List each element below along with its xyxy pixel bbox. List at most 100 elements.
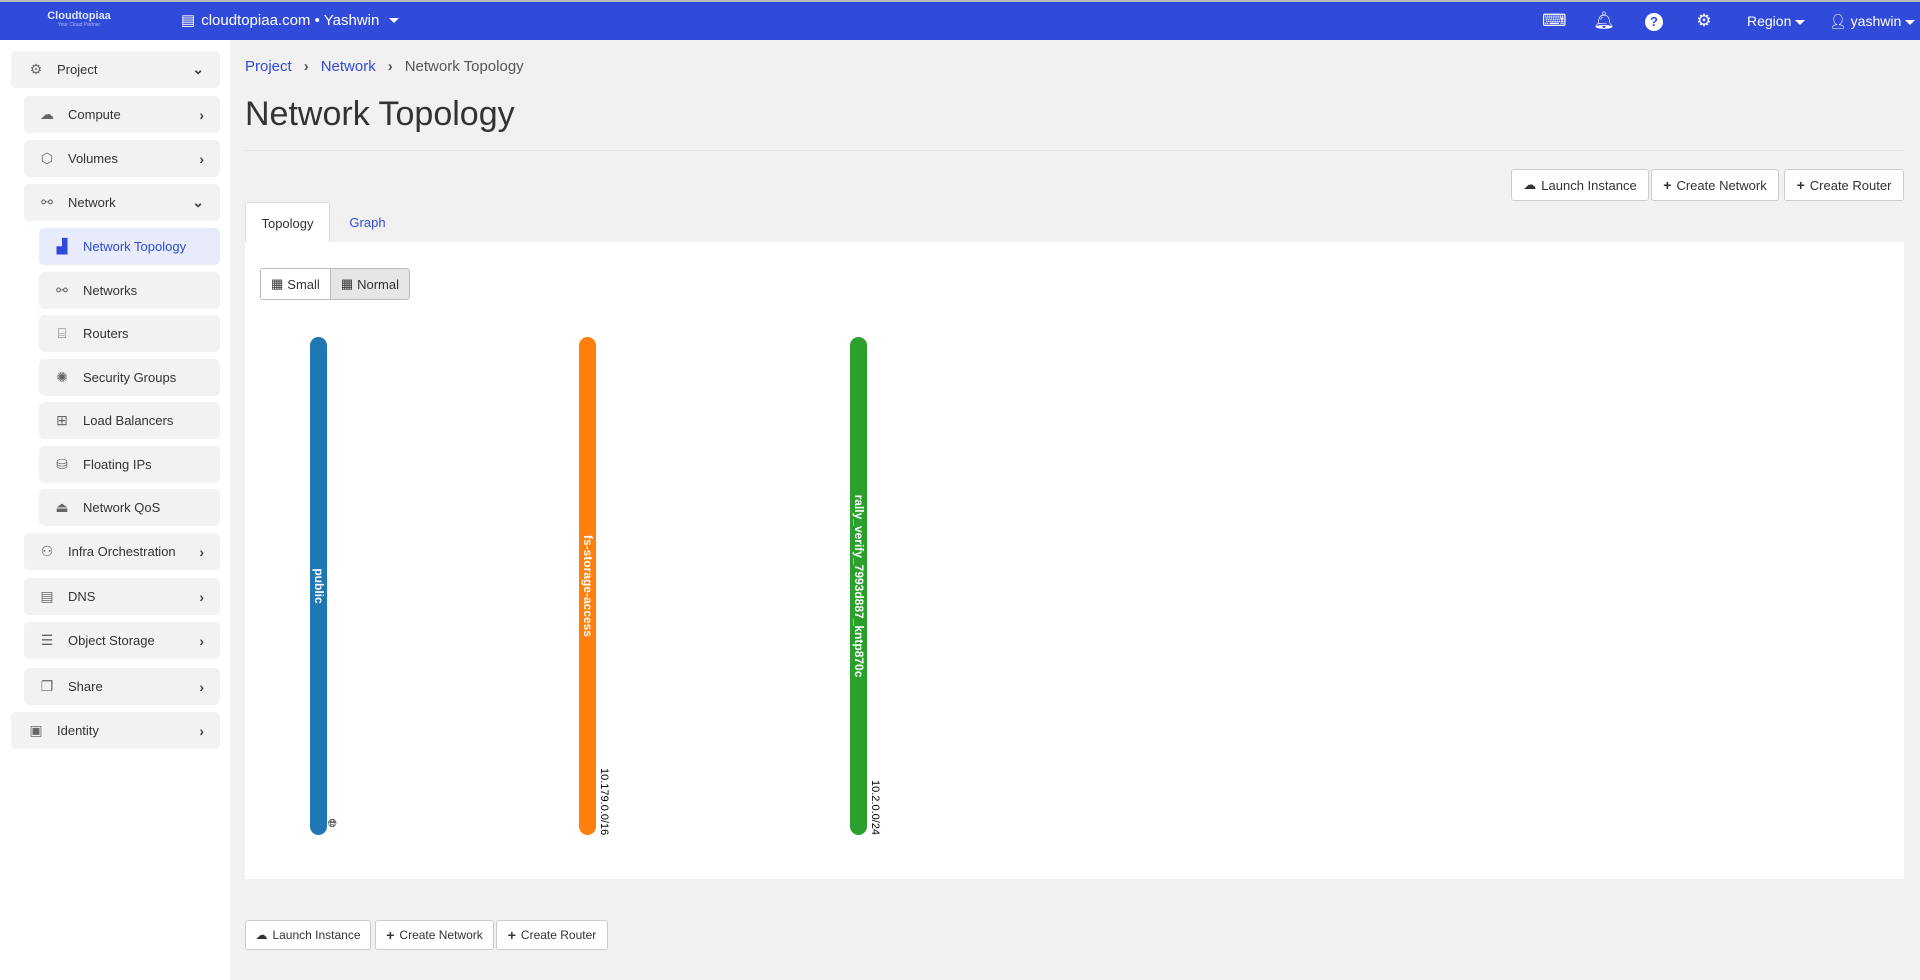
user-menu[interactable]: 👤︎ yashwin xyxy=(1829,13,1916,30)
plus-icon: + xyxy=(1663,177,1672,193)
console-icon[interactable]: ⌨ xyxy=(1542,11,1567,30)
network-cidr: 10.2.0.0/24 xyxy=(869,779,881,835)
project-icon: ▤ xyxy=(181,12,196,29)
sitemap-icon: ⊞ xyxy=(56,412,68,428)
sidebar-item-object-storage[interactable]: ☰ Object Storage › xyxy=(24,622,220,659)
create-router-button[interactable]: + Create Router xyxy=(1784,169,1904,201)
tab-topology[interactable]: Topology xyxy=(245,202,330,243)
breadcrumb: Project › Network › Network Topology xyxy=(245,58,524,75)
sidebar-item-project[interactable]: ⚙ Project ⌄ xyxy=(11,51,220,88)
sidebar: ⚙ Project ⌄ ☁ Compute › ⬡ Volumes › ⚯ Network ⌄ ▟ Net… xyxy=(0,40,230,980)
button-label: Create Router xyxy=(1809,177,1892,193)
sidebar-item-label: Share xyxy=(68,679,103,694)
sidebar-item-label: Compute xyxy=(68,107,121,122)
network-bar[interactable]: rally_verify_7993d887_kntp870c 10.2.0.0/2… xyxy=(850,337,881,835)
sidebar-item-network-qos[interactable]: ⏏ Network QoS xyxy=(39,489,220,526)
project-selector[interactable]: ▤ cloudtopiaa.com • Yashwin xyxy=(181,11,400,29)
id-badge-icon: ▣ xyxy=(29,722,43,738)
chevron-right-icon: › xyxy=(199,588,204,605)
normal-view-button[interactable]: ▦ Normal xyxy=(329,269,410,299)
chevron-right-icon: › xyxy=(303,58,309,75)
bell-icon[interactable]: 🔔︎ xyxy=(1593,11,1615,30)
create-network-button-bottom[interactable]: + Create Network xyxy=(375,920,494,950)
tab-graph[interactable]: Graph xyxy=(349,215,386,230)
breadcrumb-network[interactable]: Network xyxy=(320,58,376,75)
caret-down-icon xyxy=(1905,19,1916,25)
create-network-button[interactable]: + Create Network xyxy=(1651,169,1779,201)
network-name: fs-storage-access xyxy=(580,534,595,638)
sidebar-item-networks[interactable]: ⚯ Networks xyxy=(39,272,220,309)
gear-icon[interactable]: ⚙ xyxy=(1696,11,1712,30)
sidebar-item-compute[interactable]: ☁ Compute › xyxy=(24,96,220,133)
sidebar-item-load-balancers[interactable]: ⊞ Load Balancers xyxy=(39,402,220,439)
sidebar-item-identity[interactable]: ▣ Identity › xyxy=(11,712,220,749)
region-dropdown[interactable]: Region xyxy=(1747,13,1806,29)
launch-instance-button[interactable]: ☁ Launch Instance xyxy=(1511,169,1649,201)
chevron-right-icon: › xyxy=(199,543,204,560)
plus-icon: + xyxy=(386,927,395,943)
sidebar-item-network-topology[interactable]: ▟ Network Topology xyxy=(39,228,220,265)
button-label: Launch Instance xyxy=(1541,177,1637,193)
sidebar-item-label: Floating IPs xyxy=(83,457,152,472)
caret-down-icon xyxy=(389,17,400,23)
chevron-right-icon: › xyxy=(387,58,393,75)
region-label: Region xyxy=(1747,13,1792,29)
logo[interactable]: Cloudtopiaa Your Cloud Partner xyxy=(34,10,124,28)
sidebar-item-infra-orchestration[interactable]: ⚇ Infra Orchestration › xyxy=(24,533,220,570)
sidebar-item-floating-ips[interactable]: ⛁ Floating IPs xyxy=(39,446,220,483)
button-label: Create Network xyxy=(399,928,483,942)
small-view-button[interactable]: ▦ Small xyxy=(261,269,330,299)
sidebar-item-label: Routers xyxy=(83,326,129,341)
cloud-upload-icon: ☁ xyxy=(255,928,268,942)
cloud-upload-icon: ☁ xyxy=(1523,177,1537,192)
chevron-right-icon: › xyxy=(199,678,204,695)
top-navbar: Cloudtopiaa Your Cloud Partner ▤ cloudtopi… xyxy=(0,0,1920,40)
sidebar-item-label: Security Groups xyxy=(83,370,177,385)
create-router-button-bottom[interactable]: + Create Router xyxy=(496,920,608,950)
sidebar-item-routers[interactable]: ⌸ Routers xyxy=(39,315,220,352)
sidebar-item-label: Network QoS xyxy=(83,500,161,515)
caret-down-icon xyxy=(1795,19,1806,25)
sidebar-item-label: Volumes xyxy=(68,151,118,166)
divider xyxy=(245,150,1904,151)
volume-icon: ⬡ xyxy=(40,150,54,166)
sidebar-item-label: Network Topology xyxy=(83,239,187,254)
grid-small-icon: ▦ xyxy=(271,276,284,291)
help-icon[interactable]: ? xyxy=(1643,11,1665,31)
network-bar[interactable]: fs-storage-access 10.179.0.0/16 xyxy=(579,337,610,835)
plus-icon: + xyxy=(507,927,516,943)
chevron-right-icon: › xyxy=(199,632,204,649)
button-label: Normal xyxy=(357,276,400,292)
qos-icon: ⏏ xyxy=(55,499,69,515)
grid-large-icon: ▦ xyxy=(340,276,354,291)
sidebar-item-volumes[interactable]: ⬡ Volumes › xyxy=(24,140,220,177)
sidebar-item-label: Network xyxy=(68,195,116,210)
user-label: yashwin xyxy=(1850,13,1902,29)
sidebar-item-label: Object Storage xyxy=(68,633,155,648)
chevron-down-icon: ⌄ xyxy=(192,194,204,210)
network-icon: ⚯ xyxy=(41,194,53,210)
sidebar-item-security-groups[interactable]: ✺ Security Groups xyxy=(39,359,220,396)
cloud-icon: ☁ xyxy=(40,106,54,122)
logo-tagline: Your Cloud Partner xyxy=(57,22,101,28)
sidebar-item-label: Networks xyxy=(83,283,138,298)
security-icon: ✺ xyxy=(56,369,68,385)
network-bar[interactable]: public 🌐︎ xyxy=(310,337,337,835)
network-name: rally_verify_7993d887_kntp870c xyxy=(851,494,866,678)
floating-ip-icon: ⛁ xyxy=(56,456,68,472)
button-label: Launch Instance xyxy=(272,928,361,942)
sidebar-item-network[interactable]: ⚯ Network ⌄ xyxy=(24,184,220,221)
sidebar-item-share[interactable]: ❐ Share › xyxy=(24,668,220,705)
breadcrumb-project[interactable]: Project xyxy=(245,58,292,75)
button-label: Small xyxy=(287,276,320,292)
sidebar-item-label: DNS xyxy=(68,589,96,604)
networks-icon: ⚯ xyxy=(56,282,68,298)
logo-text: Cloudtopiaa xyxy=(47,10,111,22)
button-label: Create Network xyxy=(1676,177,1767,193)
server-icon: ▤ xyxy=(40,588,54,604)
launch-instance-button-bottom[interactable]: ☁ Launch Instance xyxy=(245,920,371,950)
chevron-right-icon: › xyxy=(199,150,204,167)
breadcrumb-current: Network Topology xyxy=(404,58,524,75)
sidebar-item-dns[interactable]: ▤ DNS › xyxy=(24,578,220,615)
page-title: Network Topology xyxy=(245,95,515,133)
